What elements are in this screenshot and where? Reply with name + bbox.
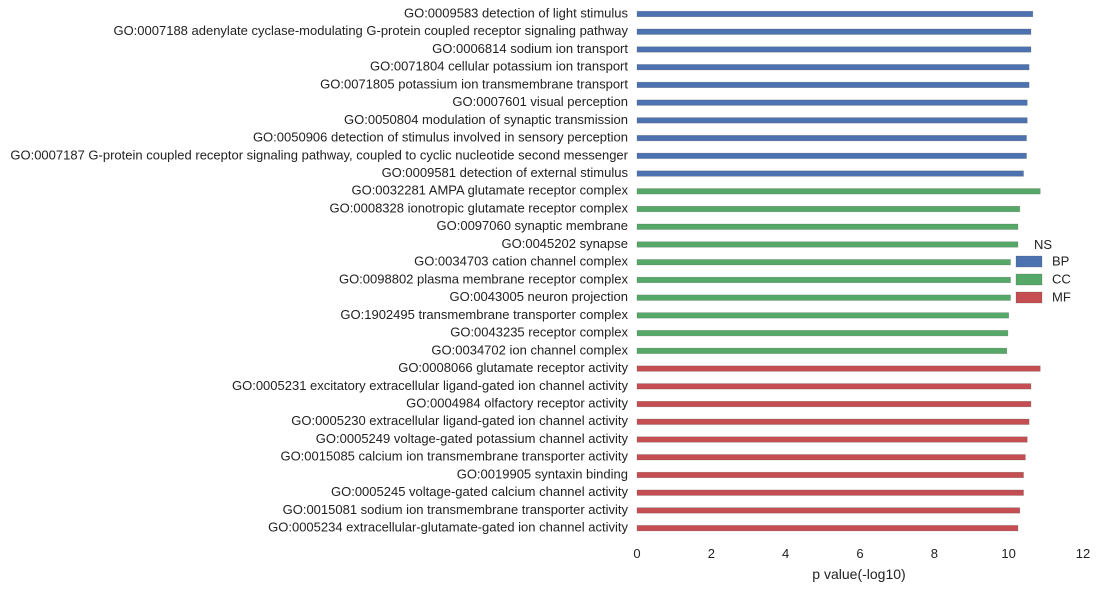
- category-label: GO:0050906 detection of stimulus involve…: [253, 130, 628, 145]
- category-label: GO:0007601 visual perception: [452, 94, 628, 109]
- category-label: GO:0006814 sodium ion transport: [432, 41, 628, 56]
- bar-bp: [636, 99, 1028, 106]
- x-tick-label: 6: [856, 546, 863, 561]
- category-label: GO:0005230 extracellular ligand-gated io…: [291, 413, 628, 428]
- bar-mf: [636, 454, 1026, 461]
- bar-mf: [636, 507, 1021, 514]
- category-label: GO:0009583 detection of light stimulus: [404, 5, 629, 20]
- category-label: GO:0005231 excitatory extracellular liga…: [232, 378, 629, 393]
- x-tick-label: 8: [931, 546, 938, 561]
- category-label: GO:0019905 syntaxin binding: [457, 466, 628, 481]
- bar-bp: [636, 152, 1027, 159]
- x-axis-title: p value(-log10): [812, 566, 905, 582]
- legend: NS BP CC MF: [1015, 237, 1071, 304]
- category-label: GO:0032281 AMPA glutamate receptor compl…: [351, 183, 628, 198]
- category-label: GO:0005234 extracellular-glutamate-gated…: [268, 520, 628, 535]
- x-tick-label: 4: [782, 546, 789, 561]
- bar-cc: [636, 312, 1009, 319]
- category-label: GO:0015081 sodium ion transmembrane tran…: [283, 502, 629, 517]
- category-label: GO:0034703 cation channel complex: [414, 254, 628, 269]
- bar-mf: [636, 525, 1019, 532]
- category-label: GO:0004984 olfactory receptor activity: [406, 395, 628, 410]
- category-labels: GO:0009583 detection of light stimulus GO…: [10, 5, 628, 534]
- category-label: GO:0005249 voltage-gated potassium chann…: [316, 431, 629, 446]
- x-tick-label: 10: [1001, 546, 1015, 561]
- bar-cc: [636, 188, 1041, 195]
- bar-cc: [636, 347, 1008, 354]
- category-label: GO:0043005 neuron projection: [449, 289, 628, 304]
- bars-layer: [636, 10, 1041, 532]
- category-label: GO:0005245 voltage-gated calcium channel…: [331, 484, 629, 499]
- category-label: GO:0007187 G-protein coupled receptor si…: [10, 147, 628, 162]
- x-axis: 0 2 4 6 8 10 12: [633, 546, 1090, 561]
- category-label: GO:0098802 plasma membrane receptor comp…: [339, 271, 629, 286]
- category-label: GO:0034702 ion channel complex: [431, 342, 628, 357]
- bar-bp: [636, 64, 1030, 71]
- x-tick-label: 12: [1076, 546, 1090, 561]
- category-label: GO:0071804 cellular potassium ion transp…: [370, 59, 628, 74]
- x-tick-label: 2: [708, 546, 715, 561]
- bar-mf: [636, 365, 1041, 372]
- bar-mf: [636, 436, 1028, 443]
- bar-mf: [636, 471, 1024, 479]
- bar-cc: [636, 294, 1011, 301]
- bar-cc: [636, 330, 1009, 337]
- bar-bp: [636, 46, 1032, 53]
- bar-mf: [636, 489, 1024, 496]
- bar-cc: [636, 276, 1011, 284]
- bar-cc: [636, 259, 1011, 266]
- category-label: GO:0045202 synapse: [502, 236, 628, 251]
- bar-bp: [636, 135, 1027, 142]
- category-label: GO:0007188 adenylate cyclase-modulating …: [113, 23, 628, 38]
- bar-bp: [636, 28, 1032, 35]
- category-label: GO:0009581 detection of external stimulu…: [382, 165, 629, 180]
- category-label: GO:0008066 glutamate receptor activity: [398, 360, 628, 375]
- category-label: GO:0008328 ionotropic glutamate receptor…: [330, 200, 629, 215]
- category-label: GO:0097060 synaptic membrane: [437, 218, 629, 233]
- bar-bp: [636, 81, 1030, 88]
- bar-cc: [636, 223, 1019, 230]
- legend-title: NS: [1034, 237, 1052, 252]
- category-label: GO:0015085 calcium ion transmembrane tra…: [280, 449, 628, 464]
- legend-label-cc: CC: [1052, 271, 1071, 286]
- x-tick-label: 0: [633, 546, 640, 561]
- category-label: GO:0050804 modulation of synaptic transm…: [344, 112, 628, 127]
- bar-bp: [636, 117, 1028, 124]
- bar-cc: [636, 205, 1021, 213]
- category-label: GO:0071805 potassium ion transmembrane t…: [320, 76, 628, 91]
- category-label: GO:1902495 transmembrane transporter com…: [340, 307, 628, 322]
- legend-label-mf: MF: [1052, 289, 1071, 304]
- category-label: GO:0043235 receptor complex: [450, 325, 628, 340]
- bar-mf: [636, 383, 1032, 390]
- bar-bp: [636, 10, 1034, 18]
- bar-mf: [636, 418, 1030, 425]
- bar-bp: [636, 170, 1024, 177]
- legend-swatch-bp: [1015, 255, 1043, 268]
- legend-label-bp: BP: [1052, 253, 1069, 268]
- bar-mf: [636, 401, 1032, 408]
- bar-cc: [636, 241, 1019, 248]
- legend-swatch-mf: [1015, 291, 1043, 304]
- legend-swatch-cc: [1015, 273, 1043, 286]
